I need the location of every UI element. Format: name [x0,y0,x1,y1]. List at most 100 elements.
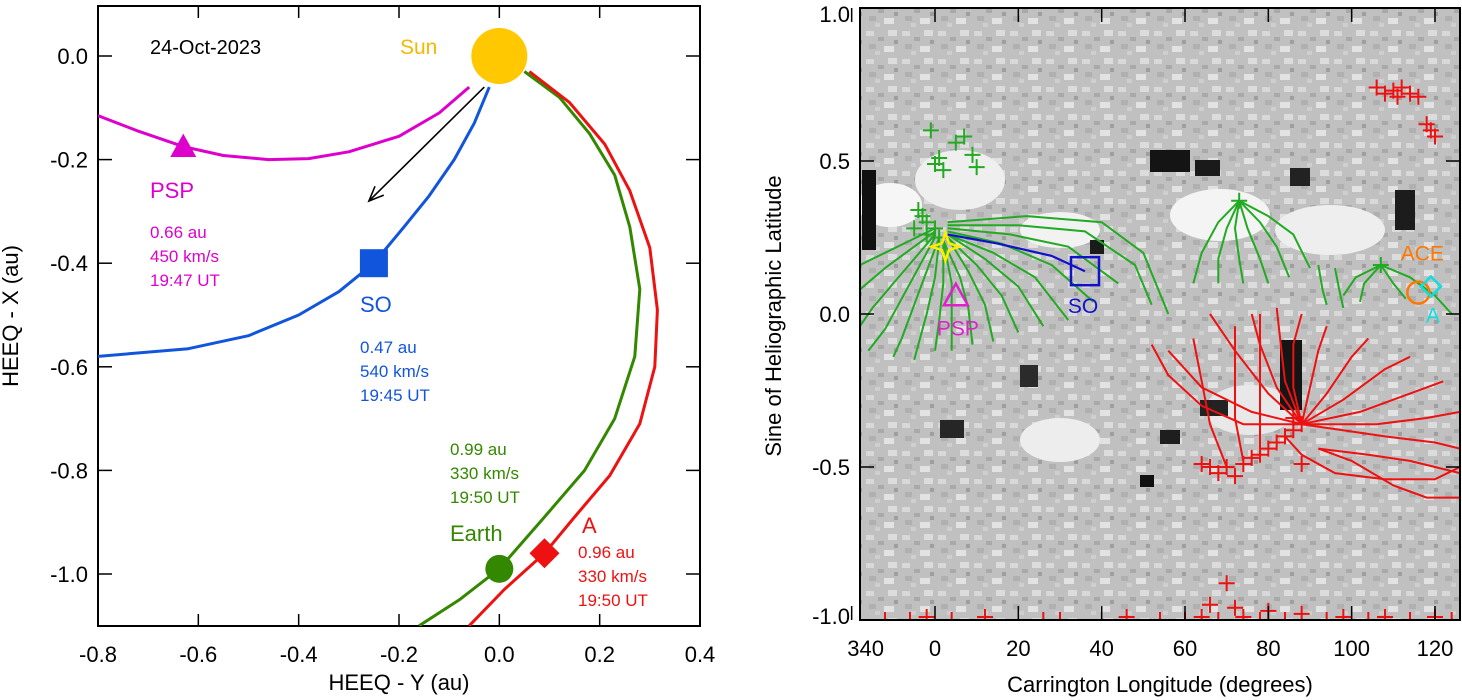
field-lines [860,199,1460,499]
red-footpoint-cross [1210,465,1227,482]
red-footpoint-cross [1410,88,1427,105]
green-footpoint-cross [947,134,964,151]
green-field-line [942,240,953,351]
red-field-line [1317,447,1460,499]
red-footpoint-cross [1427,128,1443,145]
red-field-line [1167,350,1302,426]
right-x-tick-label: 0 [929,636,941,661]
a-footpoint-marker [1419,274,1443,299]
red-footpoint-cross [1443,612,1460,620]
star-footpoint-marker [927,228,964,265]
so-footpoint-marker [1069,255,1101,287]
red-footpoint-cross [1389,88,1406,105]
green-field-line [913,240,941,361]
so-name-label: SO [360,292,392,317]
so-info-line: 0.47 au [360,338,417,357]
a-footpoint-label: A [1426,304,1440,327]
so-connection-line [947,233,1086,273]
green-field-line [934,240,945,351]
left-y-tick-label: -0.2 [50,148,88,173]
green-field-line [1379,264,1407,300]
red-field-line [1234,326,1245,462]
green-footpoint-cross [935,162,952,179]
right-x-tick-label: 120 [1417,636,1454,661]
right-y-tick-label: -1.0 [812,604,850,629]
red-field-line [1301,423,1460,450]
green-field-line [1238,200,1270,284]
red-footpoint-cross [1293,455,1310,472]
a-info-line: 19:50 UT [578,591,648,610]
green-field-line [1217,200,1241,284]
direction-arrow-head [367,185,385,203]
red-footpoint-cross [1243,449,1260,466]
left-y-tick-label: 0.0 [57,44,88,69]
green-field-line [946,236,1020,333]
green-field-line [946,233,1045,327]
red-footpoint-cross [1293,416,1310,433]
red-footpoint-cross [1202,596,1218,613]
psp-name-label: PSP [150,178,194,203]
red-footpoint-cross [877,612,893,620]
ace-footpoint-marker [1406,280,1431,305]
right-x-axis-label: Carrington Longitude (degrees) [1007,672,1313,697]
green-footpoint-cross [964,146,981,163]
red-footpoint-cross [1252,612,1268,620]
magnetogram-background [860,8,1460,620]
red-footpoint-cross [1260,440,1277,457]
red-footpoint-cross [1285,410,1302,427]
sun-marker [471,28,528,84]
green-field-line [1317,264,1328,306]
right-x-ticks: 340 0 20 40 60 80 100 120 [847,8,1453,661]
left-x-tick-label: -0.6 [179,642,217,667]
so-footpoint-label: SO [1068,295,1098,318]
ace-footpoint-label: ACE [1401,243,1444,266]
green-field-line [947,215,1170,315]
psp-info-line: 0.66 au [150,223,207,242]
right-x-tick-label: 60 [1173,636,1197,661]
green-field-line [1342,264,1382,297]
green-footpoint-cross [922,122,939,139]
red-footpoint-cross [1377,85,1393,102]
right-x-tick-label: 40 [1089,636,1113,661]
green-footpoint-cross [1372,257,1389,274]
spiral-psp [98,85,471,162]
red-footpoint-cross [1218,459,1235,475]
red-footpoint-cross [1035,612,1052,620]
spiral-so [98,86,491,358]
red-field-line [1301,380,1444,426]
psp-info-line: 450 km/s [150,247,219,266]
red-footpoint-cross [1402,612,1418,620]
red-footpoint-cross [1318,612,1335,620]
earth-info-line: 19:50 UT [450,488,520,507]
left-x-tick-label: -0.2 [380,642,418,667]
green-footpoint-cross [956,128,973,145]
green-footpoint-cross [931,149,948,166]
red-footpoint-cross [1277,612,1293,620]
red-footpoint-cross [918,608,935,620]
red-footpoint-cross [1052,612,1068,620]
red-footpoint-cross [1277,428,1293,445]
right-y-tick-label: 1.0 [819,2,850,27]
green-field-line [892,237,941,358]
earth-marker [485,554,514,583]
left-y-tick-label: -1.0 [50,562,88,587]
red-footpoint-cross [1193,608,1210,620]
left-x-tick-label: -0.8 [79,642,117,667]
red-footpoint-cross [1202,459,1218,475]
earth-info-line: 330 km/s [450,464,519,483]
so-marker [359,249,388,278]
green-field-line [947,230,1094,303]
earth-name-label: Earth [450,521,503,546]
direction-arrow-shaft [368,86,485,202]
red-footpoint-cross [1377,608,1393,620]
red-field-line [1150,344,1302,426]
left-y-ticks: 0.0 -0.2 -0.4 -0.6 -0.8 -1.0 [50,44,700,587]
left-x-tick-label: -0.4 [280,642,318,667]
green-footpoint-cross [968,159,985,176]
left-y-tick-label: -0.8 [50,458,88,483]
left-y-axis-label: HEEQ - X (au) [0,245,23,387]
left-body-labels: PSP 0.66 au 450 km/s 19:47 UT SO 0.47 au 540 k… [150,178,648,610]
red-footpoint-cross [1152,612,1168,620]
green-field-line [947,227,1119,285]
